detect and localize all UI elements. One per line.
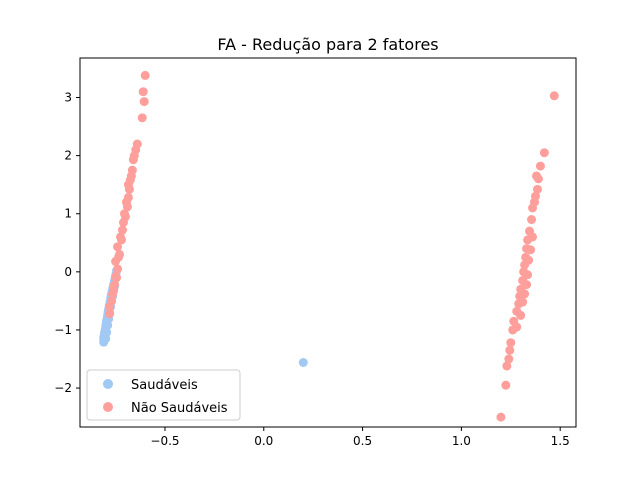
data-point-nao-saudaveis xyxy=(496,412,506,422)
data-point-nao-saudaveis xyxy=(113,242,123,252)
y-tick-label: 3 xyxy=(64,91,72,105)
y-tick-label: −2 xyxy=(54,381,72,395)
data-point-nao-saudaveis xyxy=(512,322,522,332)
y-tick-label: 1 xyxy=(64,207,72,221)
y-tick-label: −1 xyxy=(54,323,72,337)
data-point-nao-saudaveis xyxy=(527,215,537,225)
data-point-nao-saudaveis xyxy=(113,264,123,274)
data-point-nao-saudaveis xyxy=(139,97,149,107)
data-point-nao-saudaveis xyxy=(140,70,150,80)
data-point-nao-saudaveis xyxy=(502,361,512,371)
data-point-nao-saudaveis xyxy=(126,171,136,181)
data-point-nao-saudaveis xyxy=(539,148,549,158)
data-point-nao-saudaveis xyxy=(116,232,126,242)
data-point-nao-saudaveis xyxy=(520,289,530,299)
data-point-nao-saudaveis xyxy=(114,252,124,262)
data-point-nao-saudaveis xyxy=(535,161,545,171)
data-point-nao-saudaveis xyxy=(522,280,532,290)
data-point-nao-saudaveis xyxy=(121,197,131,207)
data-point-nao-saudaveis xyxy=(518,297,528,307)
x-tick-label: −0.5 xyxy=(150,434,179,448)
data-point-nao-saudaveis xyxy=(120,212,130,222)
x-tick-label: 0.5 xyxy=(353,434,372,448)
data-point-nao-saudaveis xyxy=(506,338,516,348)
data-point-nao-saudaveis xyxy=(138,87,148,97)
data-point-nao-saudaveis xyxy=(109,284,119,294)
axis-ticks: −0.5 0.0 0.5 1.0 1.5 −2 −1 0 1 2 3 xyxy=(54,91,569,448)
data-point-nao-saudaveis xyxy=(107,296,117,306)
chart-title: FA - Redução para 2 fatores xyxy=(217,35,438,54)
x-tick-label: 1.5 xyxy=(551,434,570,448)
legend-marker-nao-saudaveis xyxy=(103,402,113,412)
data-point-nao-saudaveis xyxy=(516,310,526,320)
legend-marker-saudaveis xyxy=(103,379,113,389)
data-point-nao-saudaveis xyxy=(530,197,539,207)
legend-box xyxy=(86,369,241,421)
data-point-nao-saudaveis xyxy=(117,225,127,235)
data-point-nao-saudaveis xyxy=(528,232,538,242)
data-point-nao-saudaveis xyxy=(129,151,139,161)
data-point-nao-saudaveis xyxy=(524,255,534,265)
data-point-nao-saudaveis xyxy=(505,345,515,355)
y-tick-label: 0 xyxy=(64,265,72,279)
data-point-saudaveis xyxy=(102,327,112,337)
data-point-nao-saudaveis xyxy=(549,91,559,101)
data-point-nao-saudaveis xyxy=(123,180,133,190)
data-point-nao-saudaveis xyxy=(105,309,115,319)
axes-frame xyxy=(79,57,577,428)
legend-label-saudaveis: Saudáveis xyxy=(131,378,198,393)
data-point-nao-saudaveis xyxy=(132,139,142,149)
legend: Saudáveis Não Saudáveis xyxy=(86,369,241,421)
y-tick-label: 2 xyxy=(64,149,72,163)
data-point-nao-saudaveis xyxy=(137,113,147,123)
x-tick-label: 0.0 xyxy=(254,434,273,448)
data-point-nao-saudaveis xyxy=(112,273,122,283)
data-point-saudaveis xyxy=(298,358,308,367)
data-point-nao-saudaveis xyxy=(532,184,542,194)
plot-area xyxy=(99,70,559,422)
data-point-nao-saudaveis xyxy=(526,245,536,255)
legend-label-nao-saudaveis: Não Saudáveis xyxy=(131,401,228,416)
data-point-nao-saudaveis xyxy=(501,380,511,390)
x-tick-label: 1.0 xyxy=(452,434,471,448)
data-point-nao-saudaveis xyxy=(504,354,514,364)
data-point-nao-saudaveis xyxy=(531,171,541,181)
data-point-nao-saudaveis xyxy=(523,270,533,280)
